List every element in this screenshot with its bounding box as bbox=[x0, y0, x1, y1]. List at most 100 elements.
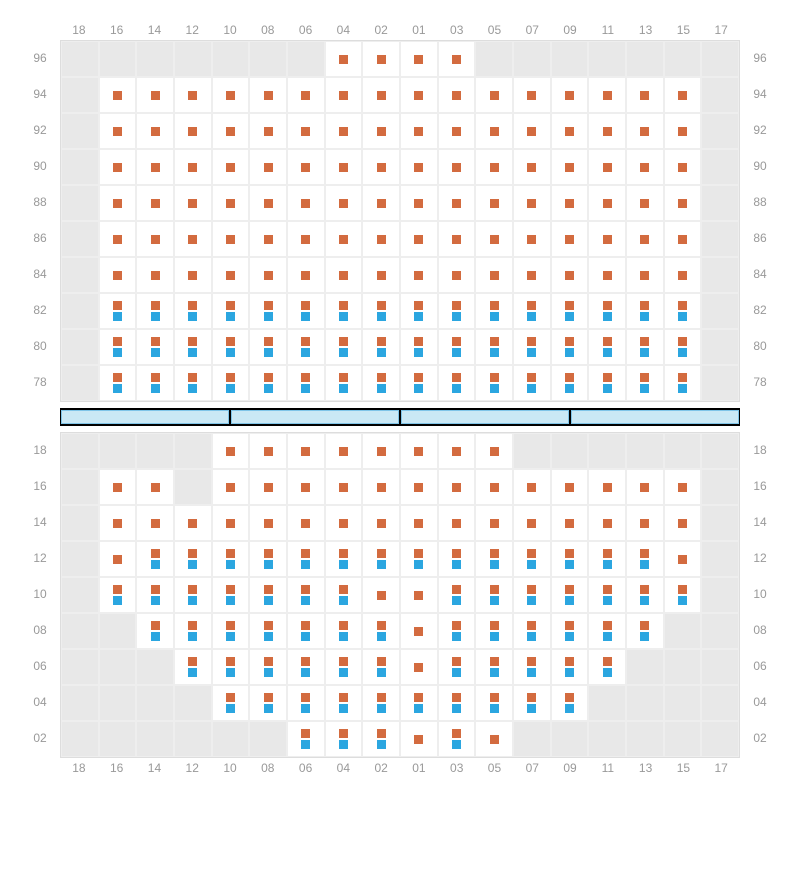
seat-cell[interactable] bbox=[664, 257, 702, 293]
seat-cell[interactable] bbox=[174, 541, 212, 577]
seat-cell[interactable] bbox=[99, 77, 137, 113]
seat-cell[interactable] bbox=[438, 257, 476, 293]
seat-cell[interactable] bbox=[513, 365, 551, 401]
seat-cell[interactable] bbox=[287, 613, 325, 649]
seat-cell[interactable] bbox=[626, 365, 664, 401]
seat-cell[interactable] bbox=[325, 541, 363, 577]
seat-cell[interactable] bbox=[136, 365, 174, 401]
seat-cell[interactable] bbox=[626, 577, 664, 613]
seat-cell[interactable] bbox=[626, 505, 664, 541]
seat-cell[interactable] bbox=[626, 541, 664, 577]
seat-cell[interactable] bbox=[664, 329, 702, 365]
seat-cell[interactable] bbox=[664, 469, 702, 505]
seat-cell[interactable] bbox=[400, 577, 438, 613]
seat-cell[interactable] bbox=[212, 365, 250, 401]
seat-cell[interactable] bbox=[174, 649, 212, 685]
seat-cell[interactable] bbox=[362, 293, 400, 329]
seat-cell[interactable] bbox=[588, 113, 626, 149]
seat-cell[interactable] bbox=[287, 257, 325, 293]
seat-cell[interactable] bbox=[136, 613, 174, 649]
seat-cell[interactable] bbox=[174, 185, 212, 221]
seat-cell[interactable] bbox=[287, 541, 325, 577]
seat-cell[interactable] bbox=[626, 469, 664, 505]
seat-cell[interactable] bbox=[400, 329, 438, 365]
seat-cell[interactable] bbox=[513, 149, 551, 185]
seat-cell[interactable] bbox=[325, 505, 363, 541]
seat-cell[interactable] bbox=[513, 613, 551, 649]
seat-cell[interactable] bbox=[400, 257, 438, 293]
seat-cell[interactable] bbox=[588, 649, 626, 685]
seat-cell[interactable] bbox=[99, 149, 137, 185]
seat-cell[interactable] bbox=[249, 77, 287, 113]
seat-cell[interactable] bbox=[475, 329, 513, 365]
seat-cell[interactable] bbox=[362, 329, 400, 365]
seat-cell[interactable] bbox=[438, 185, 476, 221]
seat-cell[interactable] bbox=[588, 577, 626, 613]
seat-cell[interactable] bbox=[174, 293, 212, 329]
seat-cell[interactable] bbox=[212, 685, 250, 721]
seat-cell[interactable] bbox=[249, 541, 287, 577]
seat-cell[interactable] bbox=[136, 329, 174, 365]
seat-cell[interactable] bbox=[362, 149, 400, 185]
seat-cell[interactable] bbox=[513, 541, 551, 577]
seat-cell[interactable] bbox=[626, 113, 664, 149]
seat-cell[interactable] bbox=[438, 613, 476, 649]
seat-cell[interactable] bbox=[626, 221, 664, 257]
seat-cell[interactable] bbox=[664, 505, 702, 541]
seat-cell[interactable] bbox=[588, 185, 626, 221]
seat-cell[interactable] bbox=[136, 149, 174, 185]
seat-cell[interactable] bbox=[287, 149, 325, 185]
seat-cell[interactable] bbox=[249, 649, 287, 685]
seat-cell[interactable] bbox=[325, 257, 363, 293]
seat-cell[interactable] bbox=[475, 185, 513, 221]
seat-cell[interactable] bbox=[551, 505, 589, 541]
seat-cell[interactable] bbox=[513, 113, 551, 149]
seat-cell[interactable] bbox=[438, 149, 476, 185]
seat-cell[interactable] bbox=[475, 577, 513, 613]
seat-cell[interactable] bbox=[513, 77, 551, 113]
seat-cell[interactable] bbox=[438, 41, 476, 77]
seat-cell[interactable] bbox=[212, 185, 250, 221]
seat-cell[interactable] bbox=[588, 77, 626, 113]
seat-cell[interactable] bbox=[136, 293, 174, 329]
seat-cell[interactable] bbox=[249, 149, 287, 185]
seat-cell[interactable] bbox=[249, 113, 287, 149]
seat-cell[interactable] bbox=[362, 685, 400, 721]
seat-cell[interactable] bbox=[551, 329, 589, 365]
seat-cell[interactable] bbox=[99, 257, 137, 293]
seat-cell[interactable] bbox=[249, 613, 287, 649]
seat-cell[interactable] bbox=[136, 469, 174, 505]
seat-cell[interactable] bbox=[136, 577, 174, 613]
seat-cell[interactable] bbox=[287, 113, 325, 149]
seat-cell[interactable] bbox=[174, 77, 212, 113]
seat-cell[interactable] bbox=[588, 505, 626, 541]
seat-cell[interactable] bbox=[362, 433, 400, 469]
seat-cell[interactable] bbox=[212, 505, 250, 541]
seat-cell[interactable] bbox=[513, 505, 551, 541]
seat-cell[interactable] bbox=[287, 293, 325, 329]
seat-cell[interactable] bbox=[400, 685, 438, 721]
seat-cell[interactable] bbox=[249, 469, 287, 505]
seat-cell[interactable] bbox=[362, 365, 400, 401]
seat-cell[interactable] bbox=[325, 721, 363, 757]
seat-cell[interactable] bbox=[513, 577, 551, 613]
seat-cell[interactable] bbox=[626, 257, 664, 293]
seat-cell[interactable] bbox=[588, 541, 626, 577]
seat-cell[interactable] bbox=[362, 113, 400, 149]
seat-cell[interactable] bbox=[99, 113, 137, 149]
seat-cell[interactable] bbox=[136, 185, 174, 221]
seat-cell[interactable] bbox=[551, 541, 589, 577]
seat-cell[interactable] bbox=[626, 613, 664, 649]
seat-cell[interactable] bbox=[325, 185, 363, 221]
seat-cell[interactable] bbox=[551, 221, 589, 257]
seat-cell[interactable] bbox=[99, 293, 137, 329]
seat-cell[interactable] bbox=[212, 649, 250, 685]
seat-cell[interactable] bbox=[212, 469, 250, 505]
seat-cell[interactable] bbox=[475, 433, 513, 469]
seat-cell[interactable] bbox=[475, 293, 513, 329]
seat-cell[interactable] bbox=[513, 293, 551, 329]
seat-cell[interactable] bbox=[551, 685, 589, 721]
seat-cell[interactable] bbox=[249, 185, 287, 221]
seat-cell[interactable] bbox=[400, 185, 438, 221]
seat-cell[interactable] bbox=[438, 721, 476, 757]
